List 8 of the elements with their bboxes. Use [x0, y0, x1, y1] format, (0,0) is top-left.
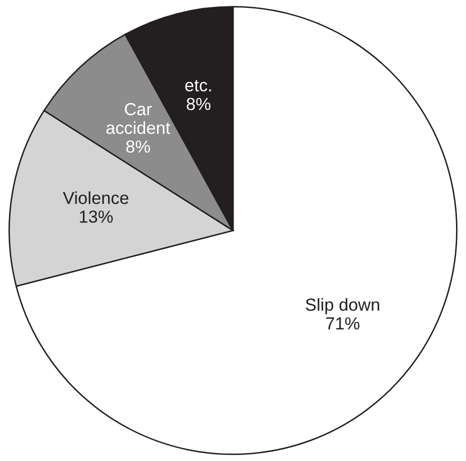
data-label: 71%	[326, 317, 360, 330]
slice-label: Slip down	[306, 298, 380, 314]
slice-label: etc.	[185, 80, 211, 92]
data-label: 13%	[80, 210, 113, 223]
slice-label: Car accident	[106, 103, 170, 134]
data-label: 8%	[126, 140, 150, 153]
data-label: 8%	[186, 98, 210, 110]
slice-label: Violence	[62, 191, 128, 204]
